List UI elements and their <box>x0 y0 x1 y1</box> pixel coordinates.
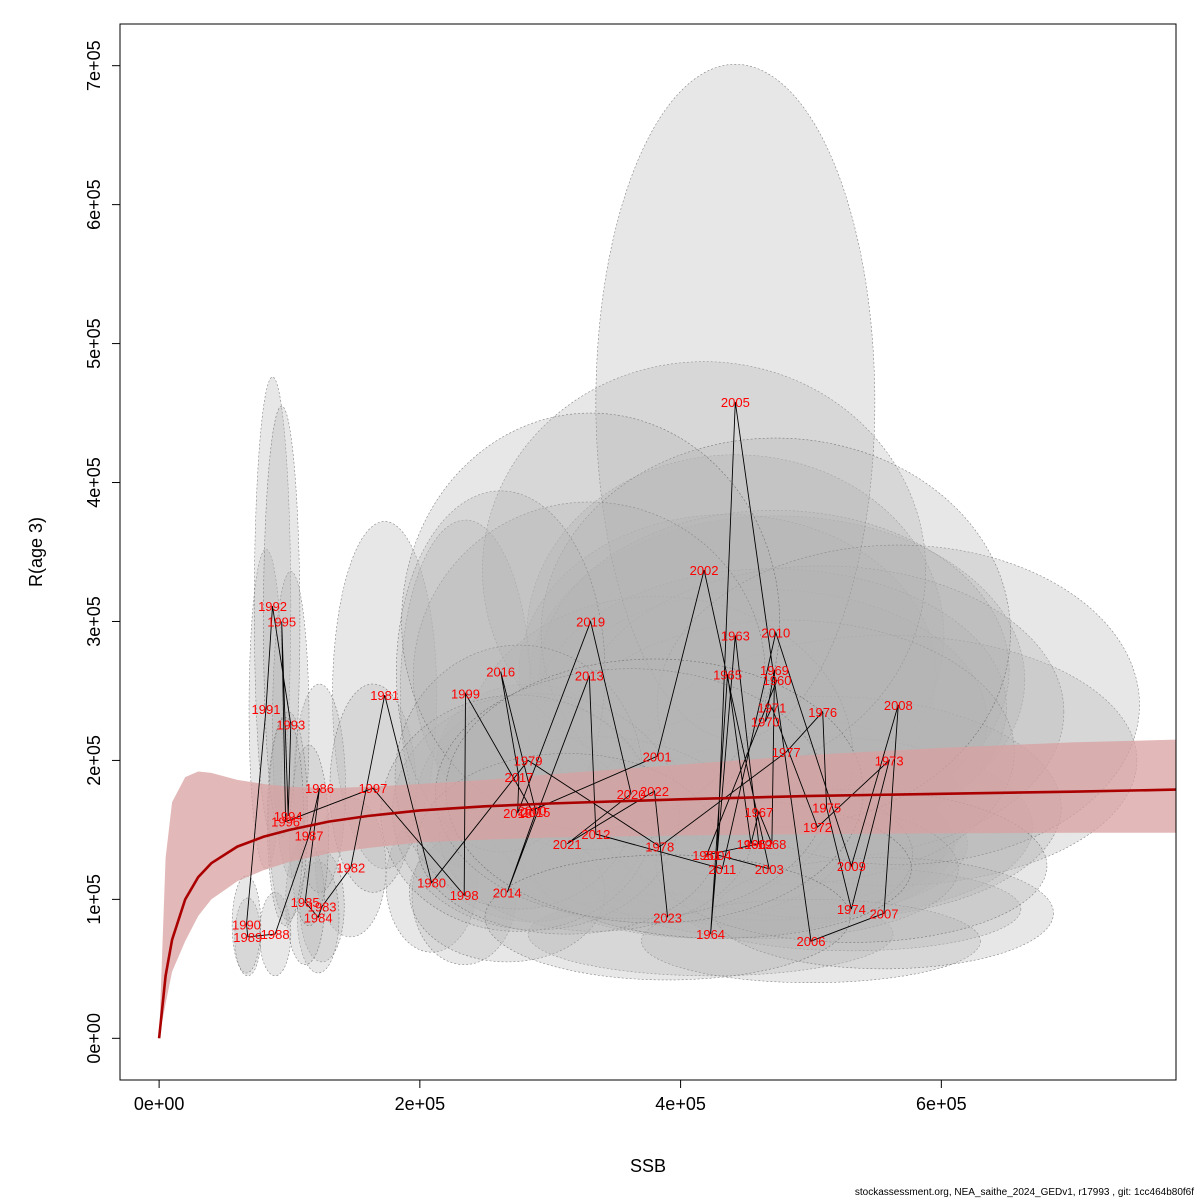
y-axis: 0e+00 1e+05 2e+05 3e+05 4e+05 5e+05 6e+05 7e+05 <box>84 40 121 1064</box>
y-axis-label: R(age 3) <box>26 517 46 587</box>
year-label-2018: 2018 <box>503 806 532 821</box>
year-label-1986: 1986 <box>305 781 334 796</box>
year-label-1990: 1990 <box>232 917 261 932</box>
year-label-1995: 1995 <box>267 614 296 629</box>
y-tick-label-6: 6e+05 <box>84 179 104 230</box>
year-label-2008: 2008 <box>884 698 913 713</box>
year-label-1963: 1963 <box>721 628 750 643</box>
year-label-2009: 2009 <box>837 859 866 874</box>
year-label-1969: 1969 <box>760 663 789 678</box>
y-tick-label-3: 3e+05 <box>84 596 104 647</box>
year-label-1992: 1992 <box>258 599 287 614</box>
year-label-2015: 2015 <box>521 805 550 820</box>
year-label-2010: 2010 <box>761 626 790 641</box>
year-label-2017: 2017 <box>504 770 533 785</box>
year-label-1984: 1984 <box>304 910 333 925</box>
y-tick-label-0: 0e+00 <box>84 1013 104 1064</box>
year-label-2011: 2011 <box>708 862 736 877</box>
year-label-2016: 2016 <box>486 664 515 679</box>
year-path-line <box>246 401 899 942</box>
year-label-2021: 2021 <box>553 837 582 852</box>
year-label-1972: 1972 <box>803 820 832 835</box>
year-label-1993: 1993 <box>276 717 305 732</box>
year-label-2004: 2004 <box>703 848 732 863</box>
year-label-1994: 1994 <box>274 809 303 824</box>
year-label-1967: 1967 <box>744 805 773 820</box>
year-label-2013: 2013 <box>575 669 604 684</box>
year-label-2012: 2012 <box>581 827 610 842</box>
year-label-1998: 1998 <box>450 888 479 903</box>
fit-curve <box>157 788 1176 1039</box>
year-label-1971: 1971 <box>757 701 786 716</box>
y-tick-label-7: 7e+05 <box>84 40 104 91</box>
year-label-1979: 1979 <box>514 753 543 768</box>
year-label-1973: 1973 <box>875 753 904 768</box>
year-label-2020: 2020 <box>617 787 646 802</box>
year-labels: 1960 1961 1962 1963 1964 1965 1966 1967 1968 1969… <box>232 395 913 949</box>
year-label-2014: 2014 <box>493 885 522 900</box>
x-tick-label-0: 0e+00 <box>134 1094 185 1114</box>
year-label-2001: 2001 <box>643 749 672 764</box>
year-label-1962: 1962 <box>744 837 773 852</box>
year-label-1978: 1978 <box>645 840 674 855</box>
year-label-1988: 1988 <box>261 927 290 942</box>
year-label-1980: 1980 <box>417 876 446 891</box>
year-label-1968: 1968 <box>757 837 786 852</box>
year-label-1987: 1987 <box>295 828 324 843</box>
year-label-1981: 1981 <box>370 688 399 703</box>
year-label-1964: 1964 <box>696 927 725 942</box>
fit-line <box>157 788 1176 1039</box>
year-label-1975: 1975 <box>812 801 841 816</box>
year-label-1991: 1991 <box>252 702 281 717</box>
year-label-1983: 1983 <box>308 899 337 914</box>
year-label-1997: 1997 <box>358 781 387 796</box>
x-axis-label: SSB <box>630 1156 666 1176</box>
year-label-2003: 2003 <box>755 862 784 877</box>
year-label-1974: 1974 <box>837 902 866 917</box>
year-label-1970: 1970 <box>751 715 780 730</box>
fit-confidence-band <box>159 739 1176 1039</box>
year-label-1961: 1961 <box>692 848 721 863</box>
y-tick-label-2: 2e+05 <box>84 735 104 786</box>
year-label-1965: 1965 <box>713 667 742 682</box>
year-label-1982: 1982 <box>336 860 365 875</box>
y-tick-label-1: 1e+05 <box>84 874 104 925</box>
year-label-1976: 1976 <box>808 705 837 720</box>
x-axis: 0e+00 2e+05 4e+05 6e+05 <box>134 1079 967 1114</box>
x-tick-label-2: 4e+05 <box>655 1094 706 1114</box>
year-label-1999: 1999 <box>451 687 480 702</box>
ellipse-2023 <box>484 854 851 981</box>
year-label-2005: 2005 <box>721 395 750 410</box>
year-label-2006: 2006 <box>797 934 826 949</box>
year-label-1960: 1960 <box>763 673 792 688</box>
year-label-1966: 1966 <box>737 837 766 852</box>
x-tick-label-3: 6e+05 <box>916 1094 967 1114</box>
year-label-1996: 1996 <box>271 815 300 830</box>
recruitment-time-path <box>246 401 899 942</box>
year-label-1977: 1977 <box>772 745 801 760</box>
year-label-2000: 2000 <box>518 803 547 818</box>
year-label-2023: 2023 <box>653 910 682 925</box>
year-label-1985: 1985 <box>291 895 320 910</box>
year-label-2019: 2019 <box>576 614 605 629</box>
year-label-1989: 1989 <box>233 930 262 945</box>
year-label-2007: 2007 <box>870 906 899 921</box>
year-label-2002: 2002 <box>690 563 719 578</box>
y-tick-label-4: 4e+05 <box>84 457 104 508</box>
y-tick-label-5: 5e+05 <box>84 318 104 369</box>
x-tick-label-1: 2e+05 <box>395 1094 446 1114</box>
year-label-2022: 2022 <box>640 784 669 799</box>
fit-band-area <box>159 739 1176 1039</box>
footer-credit: stockassessment.org, NEA_saithe_2024_GED… <box>854 1187 1194 1198</box>
